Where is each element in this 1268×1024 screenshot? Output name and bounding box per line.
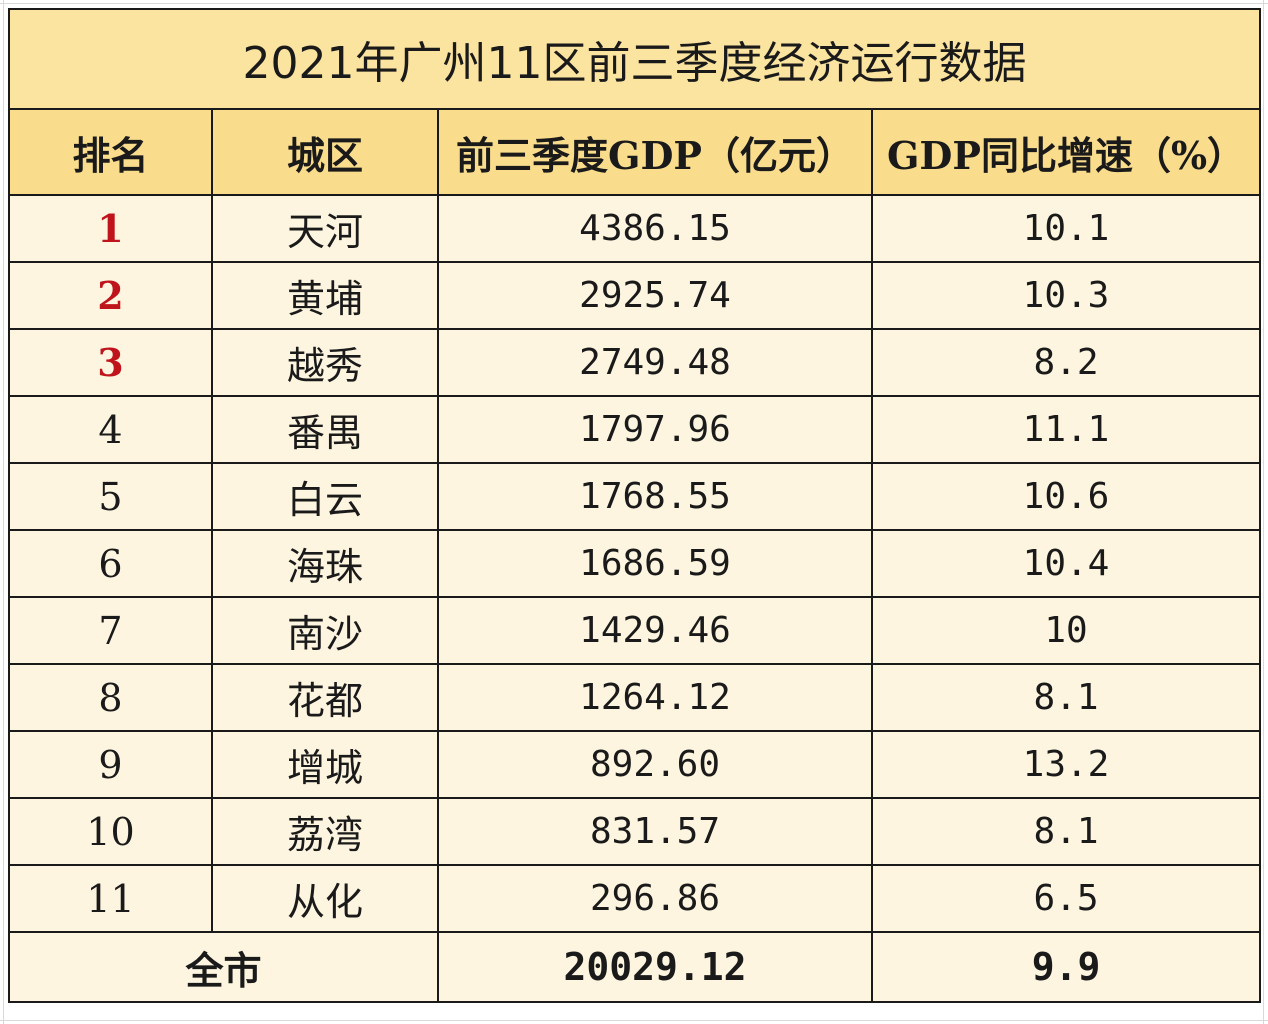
growth-cell[interactable]: 10.3	[870, 261, 1262, 330]
gdp-cell[interactable]: 2925.74	[437, 261, 873, 330]
district-cell[interactable]: 南沙	[211, 596, 439, 665]
total-growth[interactable]: 9.9	[870, 931, 1262, 1003]
gdp-cell[interactable]: 892.60	[437, 730, 873, 799]
gdp-cell[interactable]: 1264.12	[437, 663, 873, 732]
header-gdp[interactable]: 前三季度GDP（亿元）	[437, 108, 873, 196]
gdp-cell[interactable]: 1797.96	[437, 395, 873, 464]
gdp-cell[interactable]: 4386.15	[437, 194, 873, 263]
growth-cell[interactable]: 13.2	[870, 730, 1262, 799]
total-label[interactable]: 全市	[8, 931, 439, 1003]
rank-cell[interactable]: 3	[8, 328, 213, 397]
growth-cell[interactable]: 10	[870, 596, 1262, 665]
gridline	[0, 1020, 1268, 1021]
district-cell[interactable]: 增城	[211, 730, 439, 799]
rank-cell[interactable]: 1	[8, 194, 213, 263]
title-row: 2021年广州11区前三季度经济运行数据	[7, 8, 1262, 110]
header-district[interactable]: 城区	[211, 108, 439, 196]
rank-cell[interactable]: 9	[8, 730, 213, 799]
district-cell[interactable]: 天河	[211, 194, 439, 263]
growth-cell[interactable]: 10.1	[870, 194, 1262, 263]
district-cell[interactable]: 海珠	[211, 529, 439, 598]
gdp-cell[interactable]: 1429.46	[437, 596, 873, 665]
rank-cell[interactable]: 7	[8, 596, 213, 665]
growth-cell[interactable]: 10.6	[870, 462, 1262, 531]
rank-cell[interactable]: 11	[8, 864, 213, 933]
table-row: 4 番禺 1797.96 11.1	[8, 395, 1262, 464]
gdp-cell[interactable]: 831.57	[437, 797, 873, 866]
growth-cell[interactable]: 8.2	[870, 328, 1262, 397]
gdp-cell[interactable]: 1686.59	[437, 529, 873, 598]
gridline	[0, 3, 1268, 4]
rank-cell[interactable]: 10	[8, 797, 213, 866]
district-cell[interactable]: 荔湾	[211, 797, 439, 866]
table-row: 11 从化 296.86 6.5	[8, 864, 1262, 933]
district-cell[interactable]: 从化	[211, 864, 439, 933]
rank-cell[interactable]: 2	[8, 261, 213, 330]
gdp-cell[interactable]: 296.86	[437, 864, 873, 933]
gdp-table: 2021年广州11区前三季度经济运行数据 排名 城区 前三季度GDP（亿元） G…	[7, 8, 1262, 1003]
table-row: 6 海珠 1686.59 10.4	[8, 529, 1262, 598]
growth-cell[interactable]: 6.5	[870, 864, 1262, 933]
district-cell[interactable]: 越秀	[211, 328, 439, 397]
gdp-cell[interactable]: 1768.55	[437, 462, 873, 531]
rank-cell[interactable]: 4	[8, 395, 213, 464]
table-row: 9 增城 892.60 13.2	[8, 730, 1262, 799]
growth-cell[interactable]: 8.1	[870, 797, 1262, 866]
district-cell[interactable]: 番禺	[211, 395, 439, 464]
gridline	[1263, 0, 1264, 1024]
district-cell[interactable]: 花都	[211, 663, 439, 732]
growth-cell[interactable]: 11.1	[870, 395, 1262, 464]
growth-cell[interactable]: 8.1	[870, 663, 1262, 732]
total-row: 全市 20029.12 9.9	[8, 931, 1262, 1003]
growth-cell[interactable]: 10.4	[870, 529, 1262, 598]
header-row: 排名 城区 前三季度GDP（亿元） GDP同比增速（%）	[8, 108, 1262, 196]
total-gdp[interactable]: 20029.12	[437, 931, 873, 1003]
table-row: 10 荔湾 831.57 8.1	[8, 797, 1262, 866]
table-title[interactable]: 2021年广州11区前三季度经济运行数据	[7, 8, 1262, 110]
table-row: 1 天河 4386.15 10.1	[8, 194, 1262, 263]
table-row: 2 黄埔 2925.74 10.3	[8, 261, 1262, 330]
district-cell[interactable]: 黄埔	[211, 261, 439, 330]
gdp-cell[interactable]: 2749.48	[437, 328, 873, 397]
table-row: 8 花都 1264.12 8.1	[8, 663, 1262, 732]
table-row: 3 越秀 2749.48 8.2	[8, 328, 1262, 397]
rank-cell[interactable]: 5	[8, 462, 213, 531]
rank-cell[interactable]: 8	[8, 663, 213, 732]
gridline	[3, 0, 4, 1024]
table-row: 7 南沙 1429.46 10	[8, 596, 1262, 665]
rank-cell[interactable]: 6	[8, 529, 213, 598]
header-growth[interactable]: GDP同比增速（%）	[870, 108, 1262, 196]
table-row: 5 白云 1768.55 10.6	[8, 462, 1262, 531]
header-rank[interactable]: 排名	[8, 108, 213, 196]
district-cell[interactable]: 白云	[211, 462, 439, 531]
